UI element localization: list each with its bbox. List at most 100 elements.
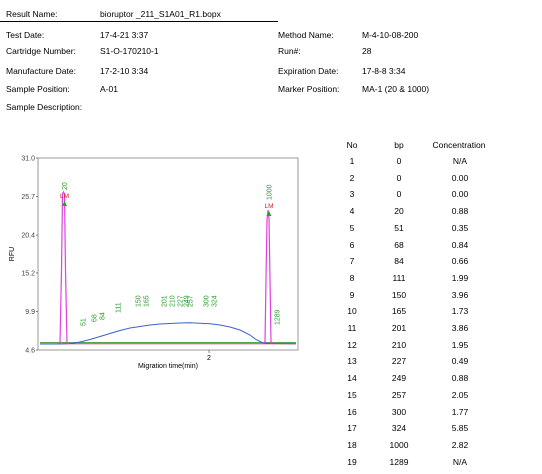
- cell-concentration: 1.95: [451, 339, 469, 350]
- table-row: 17 324 5.85: [330, 423, 542, 440]
- peak-label: 68: [92, 314, 99, 322]
- lower-marker-peak: [57, 190, 70, 345]
- table-row: 6 68 0.84: [330, 240, 542, 257]
- cell-no: 15: [347, 389, 357, 400]
- run-label: Run#:: [278, 46, 301, 56]
- peak-label: 227: [178, 295, 185, 307]
- cell-bp: 84: [394, 256, 404, 267]
- y-tick-label: 15.2: [21, 270, 35, 277]
- table-row: 3 0 0.00: [330, 189, 542, 206]
- cartridge-value: S1-O-170210-1: [100, 46, 159, 56]
- header-divider: [0, 21, 278, 22]
- cell-concentration: 3.96: [451, 289, 469, 300]
- cell-no: 13: [347, 356, 357, 367]
- col-header-concentration: Concentration: [432, 140, 486, 150]
- table-row: 19 1289 N/A: [330, 457, 542, 474]
- cell-concentration: 1.77: [451, 406, 469, 417]
- sample-position-label: Sample Position:: [6, 84, 70, 94]
- cell-no: 10: [347, 306, 357, 317]
- cell-bp: 227: [391, 356, 407, 367]
- cell-no: 8: [349, 272, 355, 283]
- cell-bp: 150: [391, 289, 407, 300]
- marker-value: MA-1 (20 & 1000): [362, 84, 430, 94]
- method-label: Method Name:: [278, 30, 334, 40]
- peak-label: 165: [144, 295, 151, 307]
- table-row: 13 227 0.49: [330, 356, 542, 373]
- marker-arrow-icon: [62, 201, 67, 206]
- cell-concentration: 0.35: [451, 222, 469, 233]
- y-tick-label: 4.6: [25, 348, 35, 355]
- cell-no: 1: [349, 156, 355, 166]
- cell-no: 2: [349, 172, 355, 183]
- y-tick-label: 25.7: [21, 194, 35, 201]
- cell-bp: 0: [396, 172, 402, 183]
- cell-concentration: N/A: [452, 156, 468, 166]
- table-row: 16 300 1.77: [330, 407, 542, 424]
- cell-no: 7: [349, 256, 355, 267]
- peak-label: 111: [116, 302, 123, 313]
- cell-bp: 249: [391, 373, 407, 384]
- manufacture-label: Manufacture Date:: [6, 66, 76, 76]
- peak-label: 300: [204, 295, 211, 307]
- cartridge-label: Cartridge Number:: [6, 46, 76, 56]
- test-date-value: 17-4-21 3:37: [100, 30, 149, 40]
- table-row: 18 1000 2.82: [330, 440, 542, 457]
- cell-bp: 68: [394, 239, 404, 250]
- cell-concentration: 0.88: [451, 206, 469, 217]
- signal-trace: [40, 322, 297, 345]
- y-axis-ticks: 31.0 25.7 20.4 15.2 9.9 4.6: [21, 156, 38, 355]
- expiration-label: Expiration Date:: [278, 66, 339, 76]
- cell-concentration: N/A: [452, 456, 468, 467]
- sample-position-value: A-01: [100, 84, 118, 94]
- table-row: 12 210 1.95: [330, 340, 542, 357]
- test-date-label: Test Date:: [6, 30, 45, 40]
- peak-label: 150: [136, 295, 143, 307]
- cell-bp: 300: [391, 406, 407, 417]
- electropherogram-chart: 31.0 25.7 20.4 15.2 9.9 4.6 RFU 2 Migration t…: [9, 156, 299, 370]
- y-tick-label: 9.9: [25, 309, 35, 316]
- run-value: 28: [362, 46, 372, 56]
- col-header-no: No: [346, 140, 358, 150]
- cell-no: 9: [349, 289, 355, 300]
- expiration-value: 17-8-8 3:34: [362, 66, 406, 76]
- marker-label: Marker Position:: [278, 84, 340, 94]
- table-row: 5 51 0.35: [330, 223, 542, 240]
- table-row: 2 0 0.00: [330, 173, 542, 190]
- cell-bp: 210: [391, 339, 407, 350]
- peak-label: 84: [100, 312, 107, 320]
- cell-no: 14: [347, 373, 357, 384]
- x-axis-label: Migration time(min): [138, 363, 198, 370]
- table-row: 9 150 3.96: [330, 290, 542, 307]
- cell-concentration: 0.00: [451, 189, 469, 200]
- peak-label: 1289: [275, 309, 282, 325]
- peak-label: 210: [170, 295, 177, 307]
- peak-label: 1000: [267, 184, 274, 200]
- method-value: M-4-10-08-200: [362, 30, 419, 40]
- peak-label: 201: [162, 295, 169, 307]
- table-row: 8 111 1.99: [330, 273, 542, 290]
- cell-no: 16: [347, 406, 357, 417]
- table-row: 14 249 0.88: [330, 373, 542, 390]
- x-tick-label: 2: [207, 355, 211, 362]
- marker-tag-label: LM: [264, 203, 273, 210]
- cell-no: 6: [349, 239, 355, 250]
- table-row: 11 201 3.86: [330, 323, 542, 340]
- cell-no: 4: [349, 206, 355, 217]
- cell-no: 19: [347, 456, 357, 467]
- peak-label: 324: [212, 295, 219, 307]
- cell-concentration: 1.99: [451, 272, 469, 283]
- y-tick-label: 20.4: [21, 233, 35, 240]
- cell-no: 18: [347, 439, 357, 450]
- peak-label: 51: [81, 318, 88, 326]
- cell-no: 12: [347, 339, 357, 350]
- marker-tag-label: LM: [60, 193, 69, 200]
- cell-bp: 1000: [389, 439, 409, 450]
- cell-bp: 165: [391, 306, 407, 317]
- y-axis-label: RFU: [9, 247, 16, 261]
- cell-concentration: 3.86: [451, 323, 469, 333]
- cell-concentration: 0.84: [451, 239, 469, 250]
- cell-bp: 111: [392, 272, 406, 283]
- cell-no: 11: [347, 323, 357, 333]
- cell-bp: 51: [394, 222, 404, 233]
